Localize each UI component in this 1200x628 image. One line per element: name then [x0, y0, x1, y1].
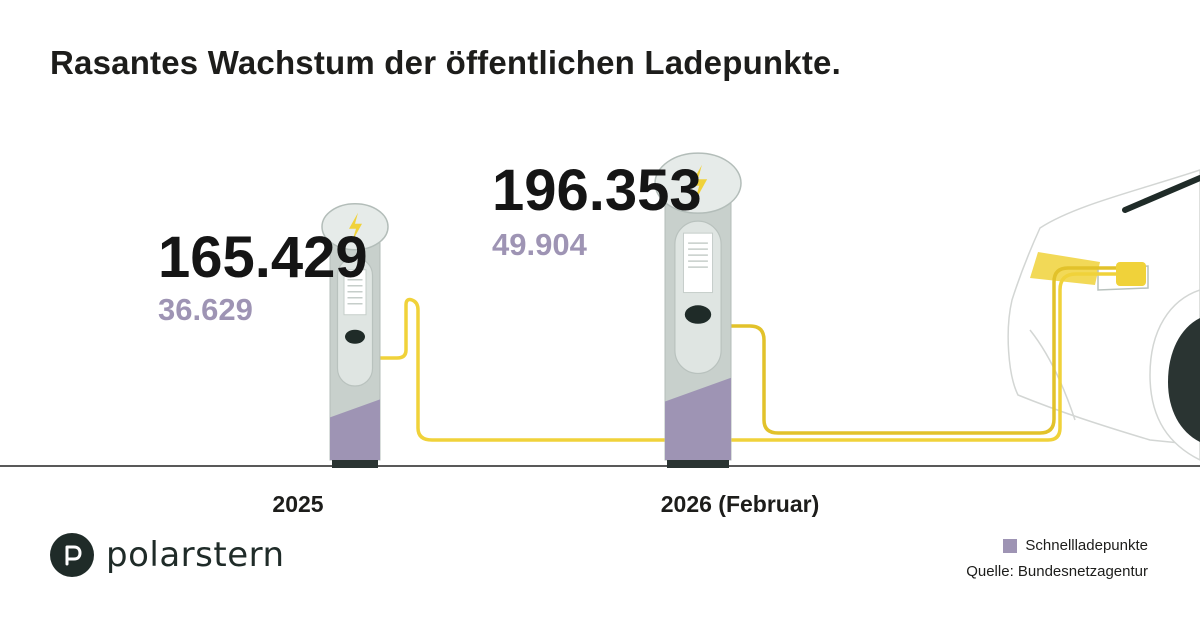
- fast-label-2026: 49.904: [492, 227, 588, 262]
- fast-share-2025: [330, 399, 380, 460]
- cable-2025: [356, 272, 1118, 442]
- legend-label: Schnellladepunkte: [1025, 537, 1148, 554]
- p-circle-icon: [50, 533, 94, 577]
- fast-share-2026: [665, 377, 731, 460]
- pillar-foot-2026: [667, 460, 729, 468]
- pillar-screen-2026: [682, 232, 714, 294]
- lightning-bolt-icon: [349, 212, 362, 242]
- pillar-foot-2025: [332, 460, 378, 468]
- car-illustration: [1007, 169, 1200, 461]
- brand-name: polarstern: [106, 535, 285, 575]
- cable-2026: [697, 266, 1118, 435]
- total-label-2025: 165.429: [158, 225, 368, 290]
- category-label-2026: 2026 (Februar): [661, 491, 820, 517]
- charging-plug: [1116, 262, 1146, 286]
- lightning-bolt-icon: [690, 164, 708, 203]
- total-label-2026: 196.353: [492, 158, 702, 223]
- legend-item-fast: Schnellladepunkte: [966, 537, 1148, 554]
- fast-label-2025: 36.629: [158, 292, 253, 327]
- socket-2026: [684, 305, 712, 324]
- category-label-2025: 2025: [272, 491, 323, 517]
- polarstern-logo: polarstern: [50, 533, 285, 577]
- legend-swatch: [1003, 538, 1018, 553]
- source-note: Quelle: Bundesnetzagentur: [966, 563, 1148, 580]
- legend: Schnellladepunkte Quelle: Bundesnetzagen…: [966, 537, 1148, 580]
- socket-2025: [345, 329, 365, 344]
- chart-title: Rasantes Wachstum der öffentlichen Ladep…: [50, 44, 841, 81]
